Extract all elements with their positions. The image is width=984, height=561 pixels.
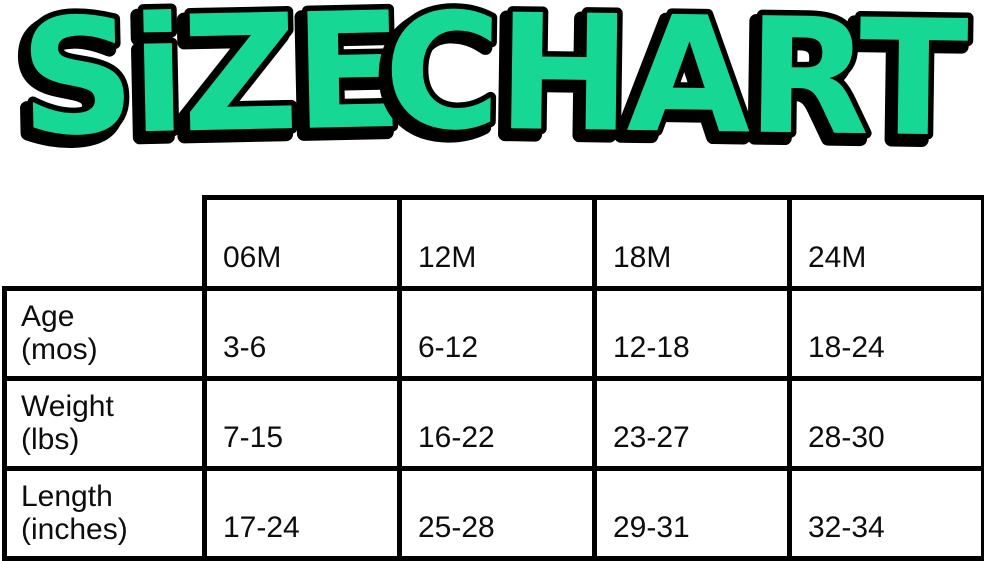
- weight-value-18m: 23-27: [592, 376, 792, 471]
- age-value-18m: 12-18: [592, 286, 792, 381]
- column-header-12m: 12M: [397, 195, 597, 291]
- weight-value-06m: 7-15: [202, 376, 402, 471]
- column-header-24m: 24M: [787, 195, 984, 291]
- title-banner: SiZE SiZE CHART CHART: [5, 0, 975, 164]
- length-value-18m: 29-31: [592, 466, 792, 561]
- row-label-weight-name: Weight: [21, 389, 114, 423]
- title-word-size-shadow: SiZE: [12, 0, 395, 164]
- age-value-06m: 3-6: [202, 286, 402, 381]
- row-weight: Weight (lbs) 7-15 16-22 23-27 28-30: [2, 376, 984, 471]
- row-label-age-unit: (mos): [21, 333, 98, 367]
- row-age: Age (mos) 3-6 6-12 12-18 18-24: [2, 286, 984, 381]
- row-label-weight: Weight (lbs): [2, 376, 207, 471]
- row-length: Length (inches) 17-24 25-28 29-31 32-34: [2, 466, 984, 561]
- row-label-weight-unit: (lbs): [21, 423, 80, 457]
- column-header-06m: 06M: [202, 195, 402, 291]
- row-label-length: Length (inches): [2, 466, 207, 561]
- row-label-length-name: Length: [21, 479, 113, 513]
- weight-value-12m: 16-22: [397, 376, 597, 471]
- row-label-age-name: Age: [21, 299, 75, 333]
- column-header-18m: 18M: [592, 195, 792, 291]
- title-word-size: SiZE SiZE: [5, 0, 407, 164]
- weight-value-24m: 28-30: [787, 376, 984, 471]
- row-label-length-unit: (inches): [21, 513, 128, 547]
- title-word-chart: CHART CHART: [369, 0, 974, 164]
- length-value-24m: 32-34: [787, 466, 984, 561]
- age-value-24m: 18-24: [787, 286, 984, 381]
- title-word-size-text: SiZE: [18, 0, 401, 164]
- size-chart-table: 06M 12M 18M 24M Age (mos) 3-6 6-12 12-18…: [2, 195, 984, 561]
- title-word-chart-shadow: CHART: [376, 0, 963, 164]
- corner-spacer: [5, 198, 205, 289]
- row-label-age: Age (mos): [2, 286, 207, 381]
- length-value-06m: 17-24: [202, 466, 402, 561]
- age-value-12m: 6-12: [397, 286, 597, 381]
- header-row: 06M 12M 18M 24M: [5, 195, 984, 291]
- length-value-12m: 25-28: [397, 466, 597, 561]
- title-word-chart-text: CHART: [382, 0, 969, 164]
